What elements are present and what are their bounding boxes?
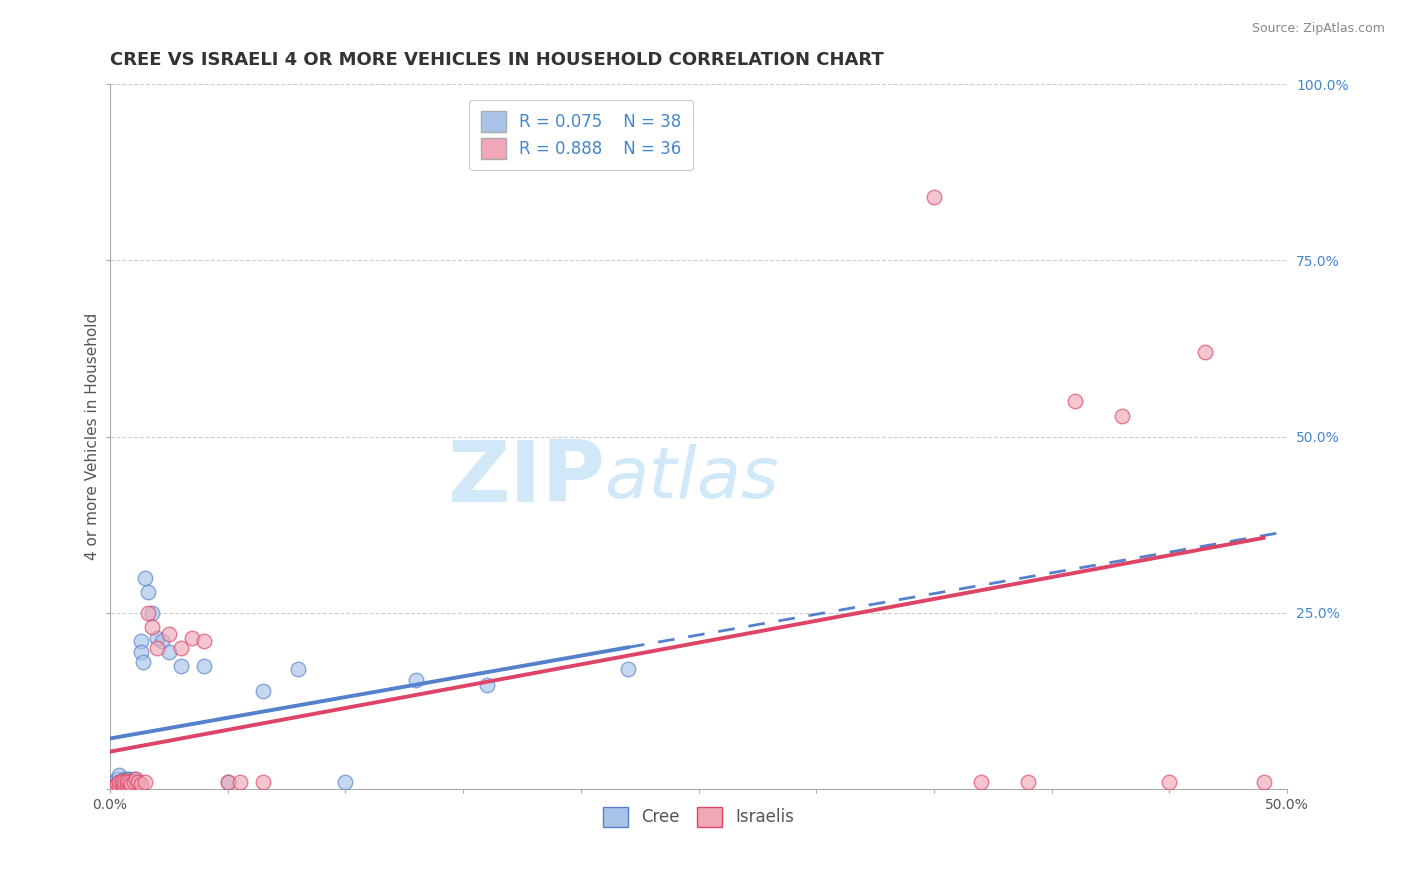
Point	[125, 772, 148, 786]
Point	[120, 773, 142, 788]
Point	[122, 775, 145, 789]
Point	[125, 773, 148, 788]
Point	[228, 775, 250, 789]
Point	[150, 634, 173, 648]
Point	[146, 641, 169, 656]
Point	[112, 772, 135, 786]
Point	[115, 776, 138, 790]
Point	[217, 775, 239, 789]
Point	[1253, 775, 1275, 789]
Point	[922, 190, 945, 204]
Point	[111, 773, 134, 788]
Point	[105, 772, 128, 786]
Point	[475, 678, 498, 692]
Point	[1017, 775, 1039, 789]
Point	[101, 779, 124, 793]
Point	[120, 776, 142, 790]
Point	[104, 779, 127, 793]
Point	[252, 683, 274, 698]
Point	[146, 631, 169, 645]
Y-axis label: 4 or more Vehicles in Household: 4 or more Vehicles in Household	[86, 313, 100, 560]
Point	[108, 775, 131, 789]
Point	[335, 775, 357, 789]
Point	[108, 779, 131, 793]
Point	[134, 775, 156, 789]
Point	[141, 620, 163, 634]
Point	[112, 775, 135, 789]
Point	[157, 645, 180, 659]
Point	[1111, 409, 1133, 423]
Point	[111, 776, 134, 790]
Point	[1159, 775, 1181, 789]
Point	[193, 658, 215, 673]
Point	[105, 776, 128, 790]
Point	[181, 631, 204, 645]
Point	[157, 627, 180, 641]
Point	[617, 662, 640, 676]
Point	[169, 641, 191, 656]
Point	[104, 775, 127, 789]
Point	[141, 606, 163, 620]
Point	[127, 775, 149, 789]
Point	[405, 673, 427, 687]
Point	[118, 775, 141, 789]
Point	[115, 776, 138, 790]
Point	[122, 772, 145, 786]
Point	[1194, 345, 1216, 359]
Point	[136, 584, 159, 599]
Point	[136, 606, 159, 620]
Text: atlas: atlas	[605, 444, 779, 514]
Text: CREE VS ISRAELI 4 OR MORE VEHICLES IN HOUSEHOLD CORRELATION CHART: CREE VS ISRAELI 4 OR MORE VEHICLES IN HO…	[110, 51, 884, 69]
Point	[217, 775, 239, 789]
Point	[112, 779, 135, 793]
Text: ZIP: ZIP	[447, 437, 605, 520]
Point	[970, 775, 993, 789]
Point	[193, 634, 215, 648]
Point	[252, 775, 274, 789]
Point	[287, 662, 309, 676]
Point	[111, 776, 134, 790]
Point	[129, 634, 152, 648]
Legend: Cree, Israelis: Cree, Israelis	[596, 800, 800, 834]
Point	[108, 775, 131, 789]
Point	[127, 775, 149, 789]
Point	[1064, 394, 1087, 409]
Point	[129, 776, 152, 790]
Point	[105, 776, 128, 790]
Point	[120, 776, 142, 790]
Point	[132, 655, 155, 669]
Point	[115, 773, 138, 788]
Point	[115, 772, 138, 786]
Point	[112, 775, 135, 789]
Point	[169, 658, 191, 673]
Point	[134, 571, 156, 585]
Point	[118, 775, 141, 789]
Point	[101, 780, 124, 794]
Text: Source: ZipAtlas.com: Source: ZipAtlas.com	[1251, 22, 1385, 36]
Point	[118, 772, 141, 786]
Point	[122, 775, 145, 789]
Point	[108, 768, 131, 782]
Point	[129, 645, 152, 659]
Point	[111, 773, 134, 788]
